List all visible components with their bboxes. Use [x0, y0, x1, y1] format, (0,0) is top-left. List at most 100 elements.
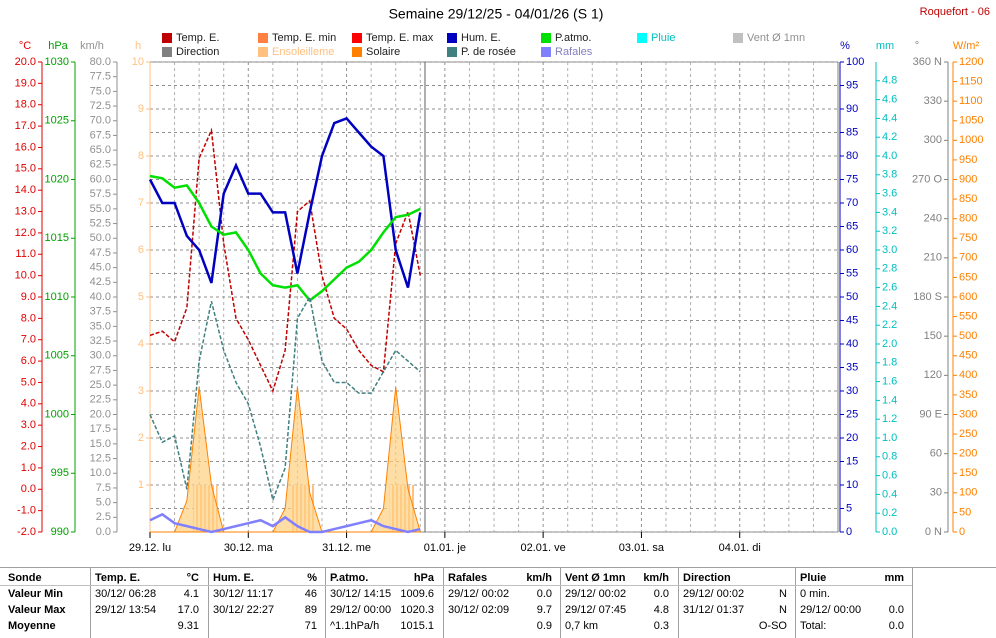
y-tick-label: 62.5 — [90, 159, 111, 171]
legend-label: Hum. E. — [461, 32, 501, 44]
y-tick-label: 4.4 — [882, 112, 897, 124]
cell-value: 0.0 — [888, 620, 904, 632]
column-divider — [90, 568, 91, 638]
y-tick-label: 995 — [51, 467, 69, 479]
y-tick-label: 750 — [959, 232, 977, 244]
legend-label: Vent Ø 1mn — [747, 32, 805, 44]
y-tick-label: 50 — [846, 291, 858, 303]
cell-value: 0.0 — [888, 604, 904, 616]
y-tick-label: 30 — [846, 385, 858, 397]
cell-value: 1015.1 — [400, 620, 434, 632]
cell-time: Total: — [800, 620, 827, 632]
legend-swatch — [352, 47, 362, 57]
legend-label: Temp. E. max — [366, 32, 434, 44]
y-tick-label: 10.0 — [90, 467, 111, 479]
cell-value: N — [779, 604, 787, 616]
y-tick-label: 300 — [924, 134, 942, 146]
y-tick-label: 50.0 — [90, 232, 111, 244]
y-tick-label: 37.5 — [90, 306, 111, 318]
y-tick-label: 600 — [959, 291, 977, 303]
column-header: Hum. E. — [213, 572, 254, 584]
y-tick-label: 90 — [846, 103, 858, 115]
y-tick-label: 1.0 — [882, 432, 897, 444]
cell-value: 4.8 — [653, 604, 669, 616]
y-tick-label: 1.2 — [882, 413, 897, 425]
y-tick-label: 6 — [138, 244, 144, 256]
cell-time: 0 min. — [800, 588, 830, 600]
y-tick-label: 35 — [846, 361, 858, 373]
cell-time: 30/12/ 06:28 — [95, 588, 157, 600]
y-tick-label: 1.6 — [882, 376, 897, 388]
y-tick-label: 7.0 — [21, 334, 36, 346]
column-divider — [325, 568, 326, 638]
legend-swatch — [258, 47, 268, 57]
y-tick-label: 3 — [138, 385, 144, 397]
y-tick-label: 100 — [959, 487, 977, 499]
y-tick-label: 47.5 — [90, 247, 111, 259]
y-tick-label: 0 N — [925, 526, 942, 538]
y-tick-label: 350 — [959, 389, 977, 401]
cell-time: 29/12/ 00:02 — [683, 588, 745, 600]
y-tick-label: 0.4 — [882, 488, 897, 500]
y-tick-label: 0 — [959, 526, 965, 538]
y-tick-label: 0.8 — [882, 451, 897, 463]
y-tick-label: 1100 — [959, 95, 983, 107]
y-tick-label: 1005 — [45, 350, 69, 362]
column-divider — [208, 568, 209, 638]
y-axis-unit: km/h — [80, 40, 104, 52]
y-tick-label: 400 — [959, 369, 977, 381]
y-tick-label: 3.4 — [882, 206, 897, 218]
cell-time: 29/12/ 00:00 — [800, 604, 862, 616]
chart-title: Semaine 29/12/25 - 04/01/26 (S 1) — [389, 6, 604, 22]
y-tick-label: 5 — [138, 291, 144, 303]
column-header: Direction — [683, 572, 731, 584]
y-tick-label: 10 — [132, 56, 144, 68]
y-tick-label: 52.5 — [90, 217, 111, 229]
y-tick-label: 1.4 — [882, 394, 897, 406]
y-tick-label: 330 — [924, 95, 942, 107]
series-line — [149, 174, 421, 303]
row-label: Valeur Max — [8, 604, 66, 616]
y-tick-label: 2.0 — [882, 338, 897, 350]
x-tick-label: 03.01. sa — [619, 542, 665, 554]
y-tick-label: 18.0 — [15, 99, 36, 111]
y-tick-label: 70 — [846, 197, 858, 209]
row-label: Sonde — [8, 572, 42, 584]
y-tick-label: 40 — [846, 338, 858, 350]
y-tick-label: 1150 — [959, 75, 983, 87]
y-tick-label: 3.0 — [882, 244, 897, 256]
y-tick-label: 360 N — [913, 56, 942, 68]
y-tick-label: 25.0 — [90, 379, 111, 391]
y-tick-label: 950 — [959, 154, 977, 166]
y-tick-label: 8 — [138, 150, 144, 162]
y-tick-label: 7.5 — [96, 482, 111, 494]
column-unit: mm — [884, 572, 904, 584]
cell-time: 29/12/ 07:45 — [565, 604, 627, 616]
y-tick-label: 850 — [959, 193, 977, 205]
y-axis-unit: mm — [876, 40, 894, 52]
legend-swatch — [352, 33, 362, 43]
y-tick-label: 0.0 — [21, 483, 36, 495]
y-tick-label: 150 — [924, 330, 942, 342]
y-tick-label: 650 — [959, 271, 977, 283]
x-tick-label: 04.01. di — [719, 542, 761, 554]
solar-area — [150, 387, 421, 533]
y-tick-label: 100 — [846, 56, 864, 68]
y-tick-label: 1010 — [45, 291, 69, 303]
cell-time: 29/12/ 00:00 — [330, 604, 392, 616]
y-tick-label: 180 S — [913, 291, 942, 303]
y-tick-label: 14.0 — [15, 184, 36, 196]
y-tick-label: 1000 — [959, 134, 983, 146]
y-tick-label: 300 — [959, 408, 977, 420]
y-tick-label: 0.6 — [882, 470, 897, 482]
y-tick-label: 2 — [138, 432, 144, 444]
cell-time: 30/12/ 14:15 — [330, 588, 392, 600]
y-tick-label: 4.0 — [882, 150, 897, 162]
y-axis-unit: W/m² — [953, 40, 980, 52]
y-tick-label: 16.0 — [15, 141, 36, 153]
x-tick-label: 02.01. ve — [521, 542, 566, 554]
legend-label: Ensoleilleme — [272, 46, 334, 58]
y-tick-label: 2.2 — [882, 319, 897, 331]
cell-time: 29/12/ 00:02 — [565, 588, 627, 600]
